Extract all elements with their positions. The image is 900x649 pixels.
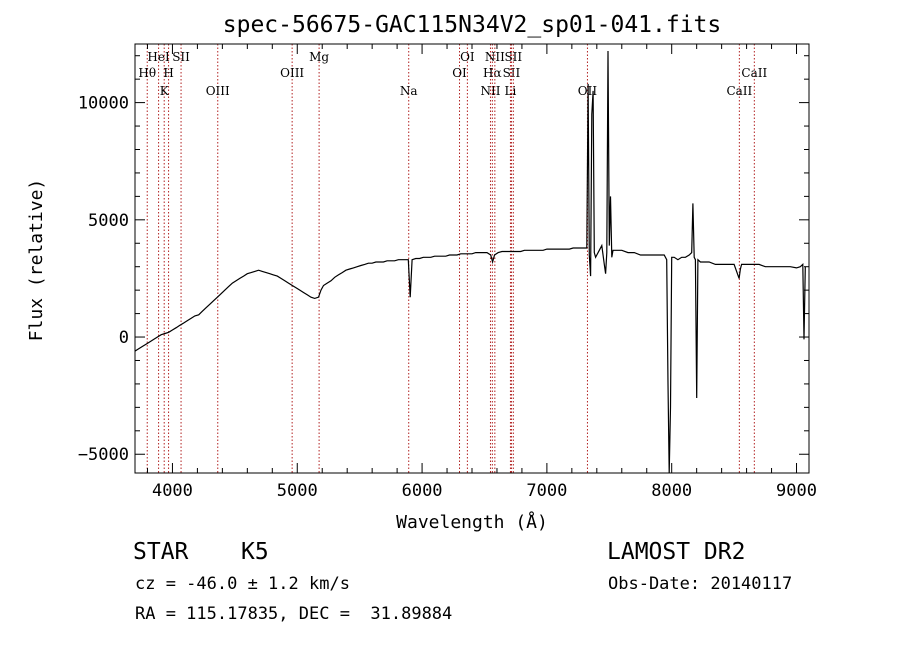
line-marker-label: SII (504, 50, 522, 64)
spectrum-line (135, 50, 806, 473)
survey-name: LAMOST DR2 (607, 539, 746, 565)
line-marker-label: NII (485, 50, 505, 64)
line-marker-label: NII (480, 84, 500, 98)
x-tick-label: 5000 (277, 481, 318, 501)
line-marker-label: Hα (483, 66, 502, 80)
x-axis: 4000 5000 6000 7000 8000 9000 (146, 44, 817, 501)
line-marker-label: OIII (280, 66, 304, 80)
line-marker-label: Hθ (138, 66, 156, 80)
line-marker-label: SII (172, 50, 190, 64)
line-marker-label: Na (400, 84, 418, 98)
line-marker-label: HeI (147, 50, 170, 64)
y-tick-label: 0 (119, 328, 129, 348)
x-tick-label: 8000 (651, 481, 692, 501)
observation-date: Obs-Date: 20140117 (608, 574, 793, 594)
line-marker-label: OIII (206, 84, 230, 98)
y-tick-label: 10000 (78, 94, 129, 114)
line-marker-label: OI (460, 50, 475, 64)
y-tick-label: 5000 (88, 211, 129, 231)
line-marker-label: Li (505, 84, 517, 98)
y-axis-label: Flux (relative) (26, 179, 47, 342)
line-marker-label: SII (503, 66, 521, 80)
plot-frame (134, 43, 810, 474)
line-marker-label: OI (452, 66, 467, 80)
y-tick-label: −5000 (78, 445, 129, 465)
line-marker-label: CaII (726, 84, 752, 98)
y-axis: −5000 0 5000 10000 (78, 55, 809, 465)
object-class: STAR (133, 539, 189, 565)
x-tick-label: 7000 (526, 481, 567, 501)
spectrum-series (135, 50, 806, 473)
line-marker-label: Mg (309, 50, 329, 64)
line-marker-label: H (163, 66, 173, 80)
redshift-velocity: cz = -46.0 ± 1.2 km/s (135, 574, 350, 594)
x-tick-label: 4000 (152, 481, 193, 501)
line-marker-label: K (160, 84, 170, 98)
line-markers: Hθ HeI KH SII OIII OIII Mg Na OI OI NII Hα NII Li SII S… (138, 44, 767, 473)
ra-dec-coordinates: RA = 115.17835, DEC = 31.89884 (135, 604, 453, 624)
x-tick-label: 9000 (776, 481, 817, 501)
x-axis-label: Wavelength (Å) (396, 511, 548, 533)
chart-title: spec-56675-GAC115N34V2_sp01-041.fits (223, 12, 722, 38)
object-subclass: K5 (241, 539, 269, 565)
line-marker-label: CaII (741, 66, 767, 80)
x-tick-label: 6000 (402, 481, 443, 501)
